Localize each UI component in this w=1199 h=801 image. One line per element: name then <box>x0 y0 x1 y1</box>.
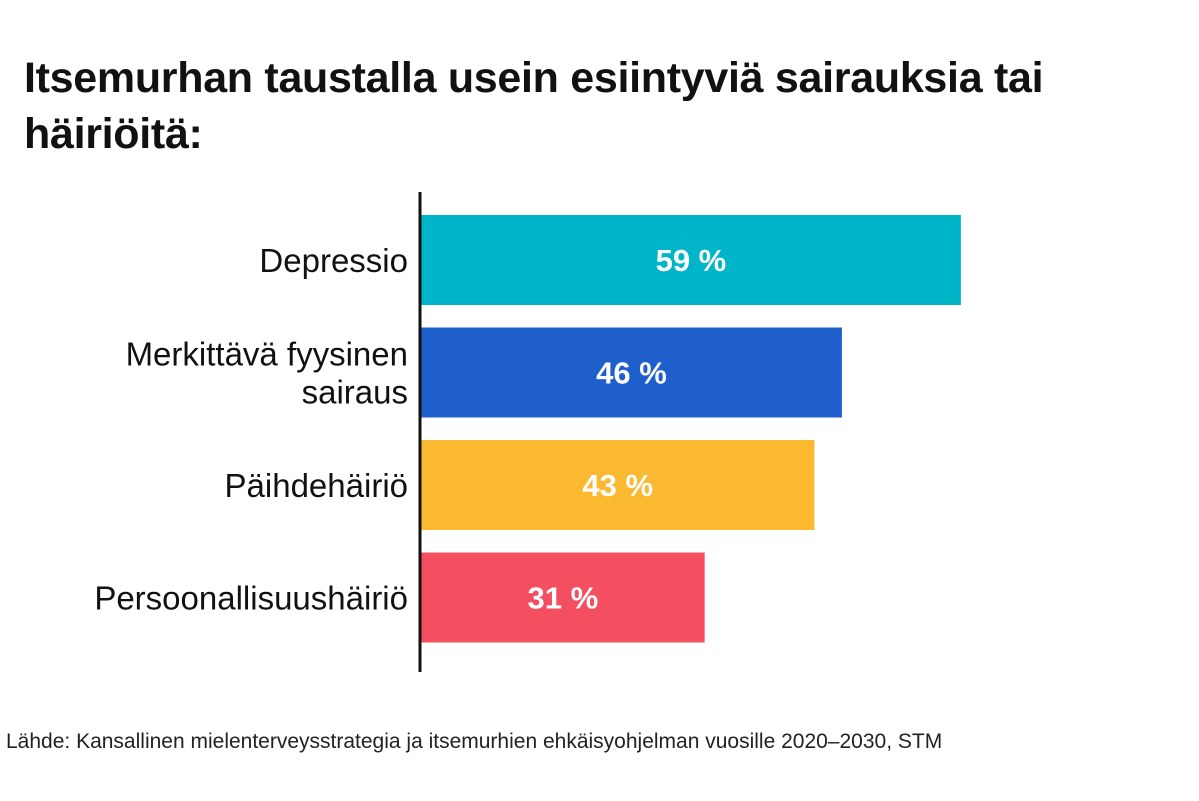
bar-value-label-1: 46 % <box>596 356 667 391</box>
category-label-line: Depressio <box>259 242 408 279</box>
bar-2 <box>421 440 815 530</box>
bar-0 <box>421 215 961 305</box>
bar-chart: 59 % Depressio 46 % Merkittävä fyysinen sair… <box>94 192 961 672</box>
bar-value-label-0: 59 % <box>656 243 727 278</box>
bar-1 <box>421 327 842 418</box>
category-label-3: Persoonallisuushäiriö <box>94 580 408 617</box>
bar-3 <box>421 552 705 643</box>
category-label-0: Depressio <box>259 242 408 279</box>
category-label-line: Päihdehäiriö <box>225 467 408 504</box>
category-label-1: Merkittävä fyysinen sairaus <box>126 336 408 411</box>
category-label-2: Päihdehäiriö <box>225 467 408 504</box>
source-note: Lähde: Kansallinen mielenterveysstrategi… <box>6 730 943 753</box>
bars-layer: 59 % Depressio 46 % Merkittävä fyysinen sair… <box>94 215 961 643</box>
chart-title: Itsemurhan taustalla usein esiintyviä sa… <box>24 54 1044 158</box>
bar-value-label-2: 43 % <box>582 468 653 503</box>
category-label-line: Persoonallisuushäiriö <box>94 580 408 617</box>
bar-value-label-3: 31 % <box>527 581 598 616</box>
category-label-line: Merkittävä fyysinen <box>126 336 408 373</box>
category-label-line: sairaus <box>302 374 408 411</box>
